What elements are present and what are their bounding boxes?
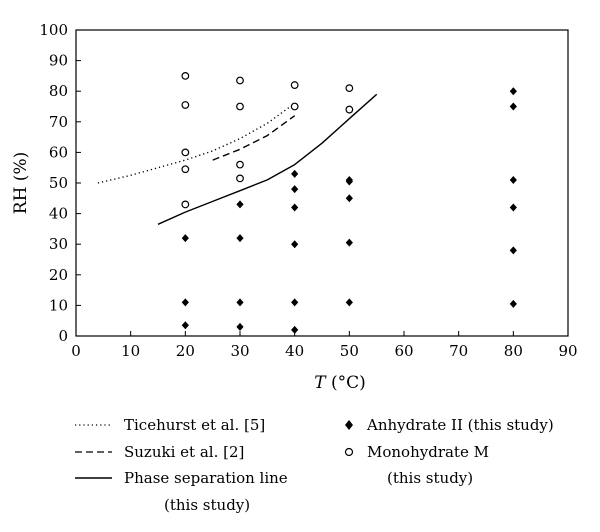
series-lines [97, 93, 378, 225]
anhydrate-point [236, 200, 244, 209]
monohydrate-point [181, 101, 190, 109]
axis-ticks: 0 10 20 30 40 50 60 70 80 90 0 10 20 30 40 50 60 70 80 90 10… [39, 21, 577, 360]
monohydrate-point [345, 105, 354, 114]
anhydrate-point [291, 185, 299, 194]
legend-swatch-anhydrate [345, 420, 353, 430]
x-tick-label: 40 [285, 342, 304, 360]
monohydrate-point [181, 200, 190, 209]
monohydrate-point [236, 174, 244, 183]
x-tick-label: 0 [71, 342, 81, 360]
monohydrate-point [290, 81, 299, 89]
legend-label-monohydrate-line2: (this study) [387, 469, 473, 487]
y-tick-label: 30 [49, 235, 68, 253]
anhydrate-point [509, 175, 517, 184]
monohydrate-point [181, 165, 190, 174]
x-tick-label: 30 [230, 342, 249, 360]
anhydrate-point [345, 175, 353, 184]
monohydrate-point [236, 160, 244, 169]
x-axis-unit: (°C) [326, 373, 366, 393]
anhydrate-point [509, 203, 517, 212]
anhydrate-point [509, 102, 517, 111]
monohydrate-point [181, 148, 190, 157]
legend-label-ticehurst: Ticehurst et al. [5] [124, 416, 265, 434]
anhydrate-point [291, 203, 299, 212]
legend: Ticehurst et al. [5] Suzuki et al. [2] P… [75, 416, 554, 514]
x-tick-label: 20 [176, 342, 195, 360]
x-tick-label: 60 [394, 342, 413, 360]
anhydrate-point [345, 194, 353, 203]
anhydrate-point [181, 298, 189, 307]
anhydrate-point [345, 238, 353, 247]
anhydrate-point [291, 298, 299, 307]
legend-swatch-monohydrate [344, 447, 354, 457]
x-tick-label: 70 [449, 342, 468, 360]
legend-label-phase-line2: (this study) [164, 496, 250, 514]
monohydrate-point [236, 76, 244, 85]
anhydrate-point [181, 234, 189, 243]
plot-frame [75, 29, 569, 337]
y-tick-label: 50 [49, 174, 68, 192]
monohydrate-point [236, 102, 244, 111]
y-tick-label: 60 [49, 143, 68, 161]
legend-label-anhydrate: Anhydrate II (this study) [366, 416, 554, 434]
anhydrate-point [181, 321, 189, 330]
anhydrate-point [236, 298, 244, 307]
anhydrate-point [509, 299, 517, 308]
anhydrate-point [291, 240, 299, 249]
legend-label-phase: Phase separation line [124, 469, 288, 487]
y-tick-label: 80 [49, 82, 68, 100]
monohydrate-point [181, 71, 190, 80]
anhydrate-point [291, 169, 299, 178]
anhydrate-point [345, 298, 353, 307]
y-axis-title: RH (%) [11, 152, 31, 214]
anhydrate-point [509, 87, 517, 96]
x-axis-symbol: T [314, 373, 327, 393]
anhydrate-point [291, 325, 299, 334]
monohydrate-point [345, 84, 354, 93]
anhydrate-point [509, 246, 517, 255]
anhydrate-point [236, 234, 244, 243]
series-line-2 [157, 93, 378, 225]
y-tick-label: 100 [39, 21, 68, 39]
x-tick-label: 90 [558, 342, 577, 360]
x-tick-label: 80 [504, 342, 523, 360]
x-tick-label: 50 [340, 342, 359, 360]
y-tick-label: 40 [49, 205, 68, 223]
x-tick-label: 10 [121, 342, 140, 360]
series-line-0 [97, 102, 296, 184]
monohydrate-point [290, 102, 299, 111]
y-tick-label: 90 [49, 52, 68, 70]
anhydrate-point [236, 322, 244, 331]
y-tick-label: 70 [49, 113, 68, 131]
series-line-1 [212, 115, 296, 161]
y-tick-label: 20 [49, 266, 68, 284]
series-markers [181, 71, 517, 334]
legend-label-monohydrate: Monohydrate M [367, 443, 489, 461]
legend-label-suzuki: Suzuki et al. [2] [124, 443, 244, 461]
y-tick-label: 10 [49, 296, 68, 314]
x-axis-title: T (°C) [314, 373, 366, 393]
y-tick-label: 0 [58, 327, 68, 345]
